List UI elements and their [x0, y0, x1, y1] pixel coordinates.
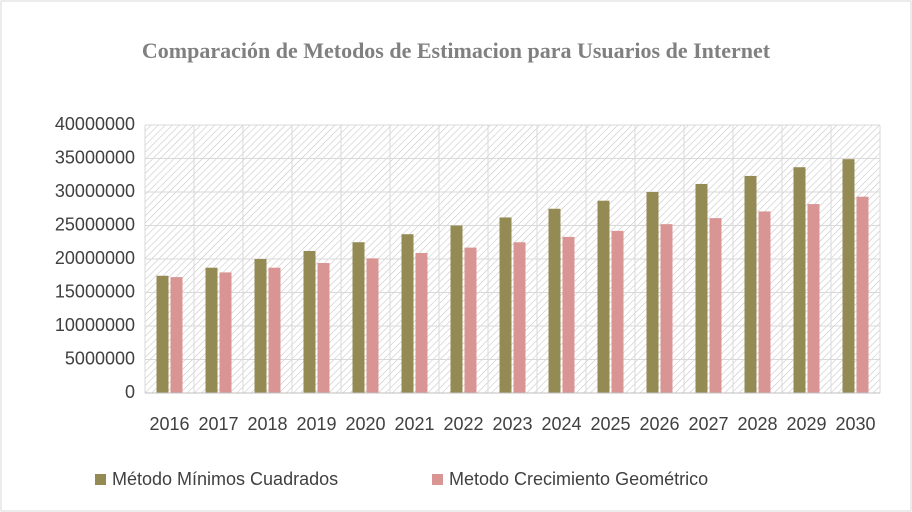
x-tick-label: 2027: [688, 414, 728, 434]
bar: [156, 275, 169, 393]
bar: [254, 259, 267, 393]
x-tick-label: 2028: [737, 414, 777, 434]
bar: [562, 236, 575, 393]
chart-title: Comparación de Metodos de Estimacion par…: [141, 38, 771, 63]
x-tick-label: 2030: [835, 414, 875, 434]
bar: [807, 204, 820, 393]
bar: [450, 225, 463, 393]
x-tick-label: 2024: [541, 414, 581, 434]
legend-swatch: [95, 474, 106, 485]
x-tick-label: 2029: [786, 414, 826, 434]
bar: [366, 258, 379, 393]
bar: [352, 242, 365, 393]
x-tick-label: 2018: [247, 414, 287, 434]
y-tick-label: 10000000: [55, 315, 135, 335]
x-tick-label: 2025: [590, 414, 630, 434]
y-tick-label: 30000000: [55, 181, 135, 201]
bar: [793, 167, 806, 393]
x-tick-label: 2023: [492, 414, 532, 434]
bar: [548, 208, 561, 393]
bar: [842, 159, 855, 393]
x-tick-label: 2016: [149, 414, 189, 434]
legend-label: Método Mínimos Cuadrados: [112, 469, 338, 489]
bar: [219, 272, 232, 393]
bar: [401, 234, 414, 393]
y-tick-label: 15000000: [55, 281, 135, 301]
bar: [709, 218, 722, 393]
legend-swatch: [432, 474, 443, 485]
bar: [660, 224, 673, 393]
y-tick-label: 35000000: [55, 147, 135, 167]
bar: [597, 200, 610, 393]
x-tick-label: 2017: [198, 414, 238, 434]
bar: [695, 183, 708, 393]
x-tick-label: 2019: [296, 414, 336, 434]
x-tick-label: 2021: [394, 414, 434, 434]
bar: [513, 242, 526, 393]
y-tick-label: 5000000: [65, 348, 135, 368]
x-tick-label: 2022: [443, 414, 483, 434]
bar: [758, 211, 771, 393]
bar: [415, 252, 428, 393]
bar: [856, 196, 869, 393]
bar: [464, 247, 477, 393]
y-tick-label: 40000000: [55, 114, 135, 134]
y-tick-label: 20000000: [55, 248, 135, 268]
y-tick-label: 0: [125, 382, 135, 402]
bar: [611, 230, 624, 393]
bar: [205, 267, 218, 393]
bar: [744, 175, 757, 393]
bar: [268, 267, 281, 393]
bar: [170, 277, 183, 393]
x-tick-label: 2020: [345, 414, 385, 434]
legend-label: Metodo Crecimiento Geométrico: [449, 469, 708, 489]
bar: [303, 250, 316, 393]
x-tick-label: 2026: [639, 414, 679, 434]
bar: [499, 217, 512, 393]
y-tick-label: 25000000: [55, 214, 135, 234]
bar: [317, 263, 330, 393]
bar: [646, 192, 659, 393]
